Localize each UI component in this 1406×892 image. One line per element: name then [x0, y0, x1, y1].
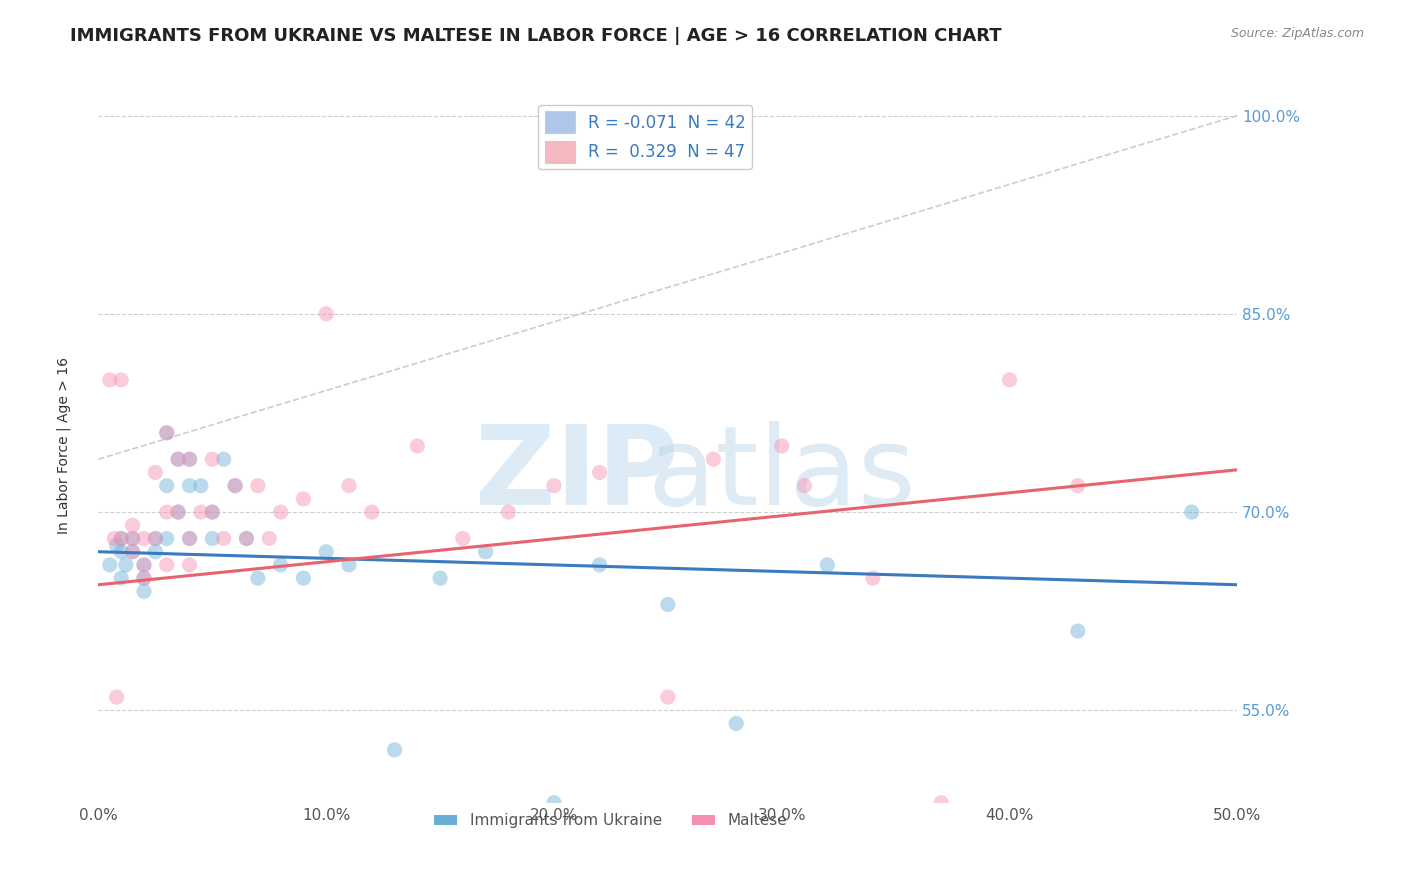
Text: IMMIGRANTS FROM UKRAINE VS MALTESE IN LABOR FORCE | AGE > 16 CORRELATION CHART: IMMIGRANTS FROM UKRAINE VS MALTESE IN LA… [70, 27, 1002, 45]
Point [543, 796, 565, 810]
Point [246, 478, 269, 492]
Point [543, 478, 565, 492]
Point [156, 505, 179, 519]
Point [246, 571, 269, 585]
Point [179, 532, 201, 546]
Point [588, 466, 610, 480]
Point [110, 373, 132, 387]
Point [179, 558, 201, 572]
Point [179, 452, 201, 467]
Point [337, 558, 360, 572]
Point [657, 598, 679, 612]
Point [201, 532, 224, 546]
Point [235, 532, 257, 546]
Point [190, 505, 212, 519]
Point [105, 538, 128, 552]
Point [132, 558, 155, 572]
Point [588, 558, 610, 572]
Point [132, 571, 155, 585]
Point [270, 505, 292, 519]
Point [121, 545, 143, 559]
Point [132, 532, 155, 546]
Point [1181, 505, 1204, 519]
Point [110, 532, 132, 546]
Point [179, 478, 201, 492]
Point [167, 452, 190, 467]
Point [201, 505, 224, 519]
Point [657, 690, 679, 704]
Point [103, 532, 125, 546]
Point [474, 545, 496, 559]
Point [110, 545, 132, 559]
Point [998, 373, 1021, 387]
Point [145, 466, 167, 480]
Point [451, 532, 474, 546]
Point [114, 558, 136, 572]
Point [145, 532, 167, 546]
Point [190, 478, 212, 492]
Point [224, 478, 246, 492]
Point [793, 478, 815, 492]
Point [815, 558, 838, 572]
Point [212, 452, 235, 467]
Point [156, 532, 179, 546]
Point [235, 532, 257, 546]
Point [105, 690, 128, 704]
Point [132, 584, 155, 599]
Point [498, 505, 520, 519]
Point [292, 571, 315, 585]
Point [167, 505, 190, 519]
Point [1067, 478, 1090, 492]
Point [862, 571, 884, 585]
Point [121, 532, 143, 546]
Point [384, 743, 406, 757]
Point [360, 505, 382, 519]
Point [110, 571, 132, 585]
Point [315, 307, 337, 321]
Point [121, 518, 143, 533]
Point [156, 478, 179, 492]
Point [156, 425, 179, 440]
Point [406, 439, 429, 453]
Point [98, 558, 121, 572]
Point [110, 532, 132, 546]
Point [145, 532, 167, 546]
Point [179, 532, 201, 546]
Point [270, 558, 292, 572]
Point [770, 439, 793, 453]
Point [156, 425, 179, 440]
Point [98, 373, 121, 387]
Point [929, 796, 952, 810]
Legend: Immigrants from Ukraine, Maltese: Immigrants from Ukraine, Maltese [429, 807, 793, 834]
Text: atlas: atlas [648, 421, 915, 528]
Point [315, 545, 337, 559]
Point [224, 478, 246, 492]
Point [212, 532, 235, 546]
Point [121, 545, 143, 559]
Point [201, 505, 224, 519]
Text: In Labor Force | Age > 16: In Labor Force | Age > 16 [56, 358, 70, 534]
Point [145, 545, 167, 559]
Point [429, 571, 451, 585]
Point [121, 532, 143, 546]
Point [725, 716, 748, 731]
Point [702, 452, 724, 467]
Point [292, 491, 315, 506]
Text: Source: ZipAtlas.com: Source: ZipAtlas.com [1230, 27, 1364, 40]
Point [156, 558, 179, 572]
Point [132, 571, 155, 585]
Point [167, 452, 190, 467]
Point [132, 558, 155, 572]
Text: ZIP: ZIP [475, 421, 679, 528]
Point [179, 452, 201, 467]
Point [337, 478, 360, 492]
Point [201, 452, 224, 467]
Point [259, 532, 281, 546]
Point [1067, 624, 1090, 638]
Point [167, 505, 190, 519]
